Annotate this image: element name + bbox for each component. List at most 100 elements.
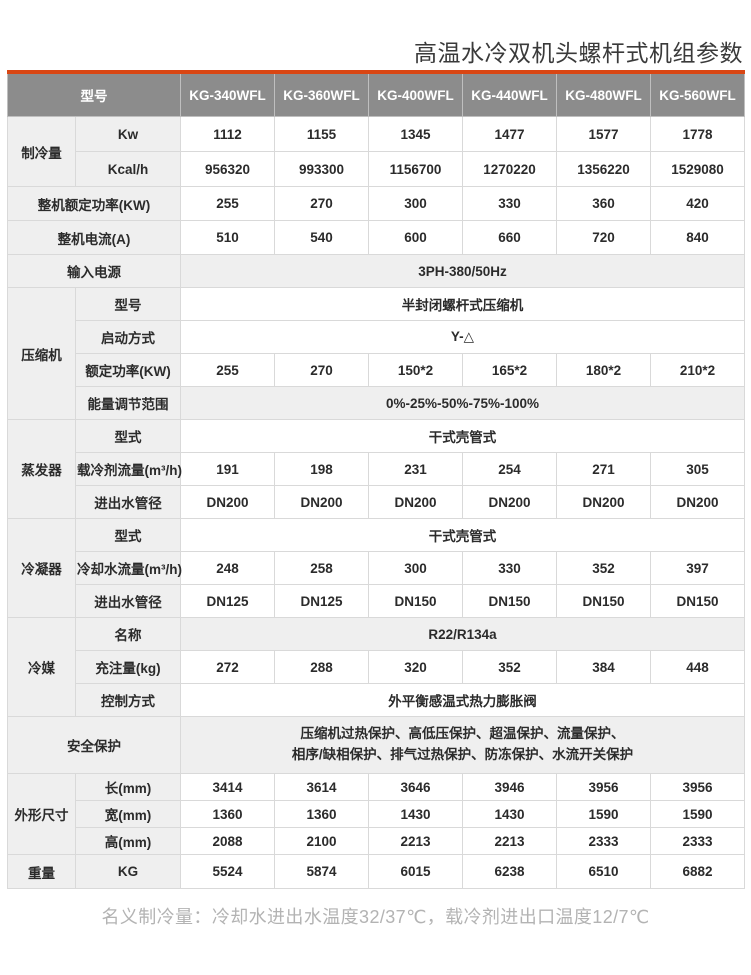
row-value-2: 270 xyxy=(274,186,369,221)
row-value-2: 288 xyxy=(274,650,369,684)
row-group-label: 蒸发器 xyxy=(7,419,76,519)
row-value-6: 1590 xyxy=(650,800,745,828)
row-label: 型式 xyxy=(75,419,181,453)
row-value-2: 270 xyxy=(274,353,369,387)
row-value-3: 3646 xyxy=(368,773,463,801)
table-row: 输入电源 3PH-380/50Hz xyxy=(7,254,745,288)
row-value-2: 5874 xyxy=(274,854,369,889)
row-value-1: 956320 xyxy=(180,151,275,187)
table-row: 控制方式 外平衡感温式热力膨胀阀 xyxy=(8,683,745,717)
table-row: 额定功率(KW) 255 270 150*2 165*2 180*2 210*2 xyxy=(8,353,745,387)
row-value-1: 3414 xyxy=(180,773,275,801)
row-value-4: 165*2 xyxy=(462,353,557,387)
row-value-4: 1477 xyxy=(462,116,557,152)
row-value-1: 248 xyxy=(180,551,275,585)
row-span-value: 压缩机过热保护、高低压保护、超温保护、流量保护、 相序/缺相保护、排气过热保护、防… xyxy=(180,716,745,774)
row-label: 整机电流(A) xyxy=(7,220,181,255)
row-value-1: DN200 xyxy=(180,485,275,519)
row-value-2: DN125 xyxy=(274,584,369,618)
row-value-4: DN200 xyxy=(462,485,557,519)
row-label: 启动方式 xyxy=(75,320,181,354)
footnote: 名义制冷量：冷却水进出水温度32/37℃，载冷剂进出口温度12/7℃ xyxy=(101,907,650,927)
row-value-2: 2100 xyxy=(274,827,369,855)
row-span-value: 3PH-380/50Hz xyxy=(180,254,745,288)
table-row: 蒸发器 型式 干式壳管式 xyxy=(7,419,745,519)
table-row: Kcal/h 956320 993300 1156700 1270220 1356220 1… xyxy=(8,151,745,187)
row-value-2: 1360 xyxy=(274,800,369,828)
row-value-5: DN150 xyxy=(556,584,651,618)
row-span-value: 干式壳管式 xyxy=(180,419,745,453)
row-label: Kw xyxy=(75,116,181,152)
row-value-6: 3956 xyxy=(650,773,745,801)
row-value-5: 720 xyxy=(556,220,651,255)
table-row: 冷媒 名称 R22/R134a xyxy=(7,617,745,717)
row-group-label: 外形尺寸 xyxy=(7,773,76,855)
table-body: 型号 KG-340WFL KG-360WFL KG-400WFL KG-440WFL KG… xyxy=(7,71,745,889)
row-value-4: 2213 xyxy=(462,827,557,855)
title-bar: 高温水冷双机头螺杆式机组参数 xyxy=(0,0,751,70)
header-model-4: KG-440WFL xyxy=(462,71,557,117)
row-value-4: 1430 xyxy=(462,800,557,828)
row-label: 控制方式 xyxy=(75,683,181,717)
row-value-5: 384 xyxy=(556,650,651,684)
row-value-5: 2333 xyxy=(556,827,651,855)
row-value-1: 510 xyxy=(180,220,275,255)
table-row: 安全保护 压缩机过热保护、高低压保护、超温保护、流量保护、 相序/缺相保护、排气过热… xyxy=(7,716,745,774)
table-row: 能量调节范围 0%-25%-50%-75%-100% xyxy=(8,386,745,420)
table-row: 压缩机 型号 半封闭螺杆式压缩机 xyxy=(7,287,745,420)
row-value-2: DN200 xyxy=(274,485,369,519)
row-value-3: 1345 xyxy=(368,116,463,152)
row-group-label: 冷凝器 xyxy=(7,518,76,618)
row-group-label: 压缩机 xyxy=(7,287,76,420)
row-value-1: 2088 xyxy=(180,827,275,855)
row-value-1: 272 xyxy=(180,650,275,684)
row-value-3: 300 xyxy=(368,186,463,221)
table-row: 冷却水流量(m³/h) 248 258 300 330 352 397 xyxy=(8,551,745,585)
row-value-6: 397 xyxy=(650,551,745,585)
row-value-3: 300 xyxy=(368,551,463,585)
table-row: 载冷剂流量(m³/h) 191 198 231 254 271 305 xyxy=(8,452,745,486)
header-model-label: 型号 xyxy=(7,71,181,117)
row-label: Kcal/h xyxy=(75,151,181,187)
row-value-5: 271 xyxy=(556,452,651,486)
table-row: 高(mm) 2088 2100 2213 2213 2333 2333 xyxy=(8,827,745,855)
row-value-1: 191 xyxy=(180,452,275,486)
table-row: 充注量(kg) 272 288 320 352 384 448 xyxy=(8,650,745,684)
row-group-label: 制冷量 xyxy=(7,116,76,187)
row-value-2: 1155 xyxy=(274,116,369,152)
table-row: 启动方式 Y-△ xyxy=(8,320,745,354)
row-label: 型式 xyxy=(75,518,181,552)
row-span-value: R22/R134a xyxy=(180,617,745,651)
row-value-3: 600 xyxy=(368,220,463,255)
row-label: 冷却水流量(m³/h) xyxy=(75,551,182,585)
row-value-1: 1360 xyxy=(180,800,275,828)
row-value-6: 305 xyxy=(650,452,745,486)
header-model-1: KG-340WFL xyxy=(180,71,275,117)
row-label: 整机额定功率(KW) xyxy=(7,186,181,221)
row-value-4: 330 xyxy=(462,551,557,585)
row-value-1: 255 xyxy=(180,186,275,221)
row-value-3: 6015 xyxy=(368,854,463,889)
row-value-3: DN200 xyxy=(368,485,463,519)
row-value-3: 1156700 xyxy=(368,151,463,187)
row-value-2: 993300 xyxy=(274,151,369,187)
row-span-value: 0%-25%-50%-75%-100% xyxy=(180,386,745,420)
row-value-1: 5524 xyxy=(180,854,275,889)
row-value-1: DN125 xyxy=(180,584,275,618)
table-header-row: 型号 KG-340WFL KG-360WFL KG-400WFL KG-440WFL KG… xyxy=(7,71,745,117)
header-model-2: KG-360WFL xyxy=(274,71,369,117)
row-value-3: 320 xyxy=(368,650,463,684)
row-value-1: 255 xyxy=(180,353,275,387)
row-value-5: 180*2 xyxy=(556,353,651,387)
row-value-5: DN200 xyxy=(556,485,651,519)
row-value-6: 2333 xyxy=(650,827,745,855)
table-row: 重量 KG 5524 5874 6015 6238 6510 6882 xyxy=(7,854,745,889)
row-value-5: 6510 xyxy=(556,854,651,889)
row-value-3: 2213 xyxy=(368,827,463,855)
row-group-label: 冷媒 xyxy=(7,617,76,717)
page-title: 高温水冷双机头螺杆式机组参数 xyxy=(414,39,743,66)
row-span-value: Y-△ xyxy=(180,320,745,354)
row-value-3: 1430 xyxy=(368,800,463,828)
specification-table: 型号 KG-340WFL KG-360WFL KG-400WFL KG-440WFL KG… xyxy=(7,70,745,889)
